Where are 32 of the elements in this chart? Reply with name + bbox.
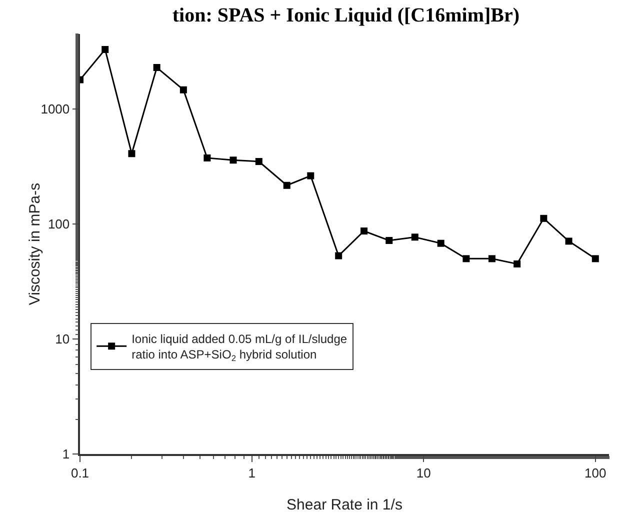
chart-title: tion: SPAS + Ionic Liquid ([C16mim]Br) bbox=[172, 4, 520, 27]
legend-label: Ionic liquid added 0.05 mL/g of IL/sludge ratio into ASP+SiO$_{2}$ hybrid solution bbox=[132, 332, 348, 364]
point bbox=[283, 182, 290, 189]
point bbox=[514, 260, 521, 268]
y-tick-label: 100 bbox=[48, 216, 70, 232]
x-axis-title: Shear Rate in 1/s bbox=[286, 496, 402, 514]
point bbox=[230, 156, 237, 164]
point bbox=[592, 255, 599, 262]
point bbox=[488, 255, 496, 262]
point bbox=[102, 46, 109, 53]
point bbox=[411, 234, 418, 241]
point bbox=[128, 150, 136, 158]
y-tick-label: 1000 bbox=[40, 102, 70, 117]
point bbox=[335, 252, 342, 260]
y-tick-label: 1 bbox=[62, 446, 70, 462]
point bbox=[565, 238, 572, 245]
x-tick-label: 0.1 bbox=[70, 465, 90, 480]
point bbox=[255, 158, 262, 166]
y-axis-title: Viscosity in mPa-s bbox=[26, 182, 44, 306]
point bbox=[153, 64, 160, 72]
point bbox=[180, 86, 187, 94]
point bbox=[540, 214, 548, 222]
point bbox=[360, 228, 368, 235]
point bbox=[437, 240, 444, 247]
point bbox=[386, 236, 393, 244]
x-tick-label: 1 bbox=[248, 465, 256, 480]
point bbox=[307, 172, 314, 180]
x-tick-label: 100 bbox=[584, 465, 606, 480]
y-tick-label: 10 bbox=[55, 332, 70, 347]
x-tick-label: 10 bbox=[416, 465, 431, 480]
point bbox=[462, 255, 470, 262]
point bbox=[204, 154, 211, 162]
